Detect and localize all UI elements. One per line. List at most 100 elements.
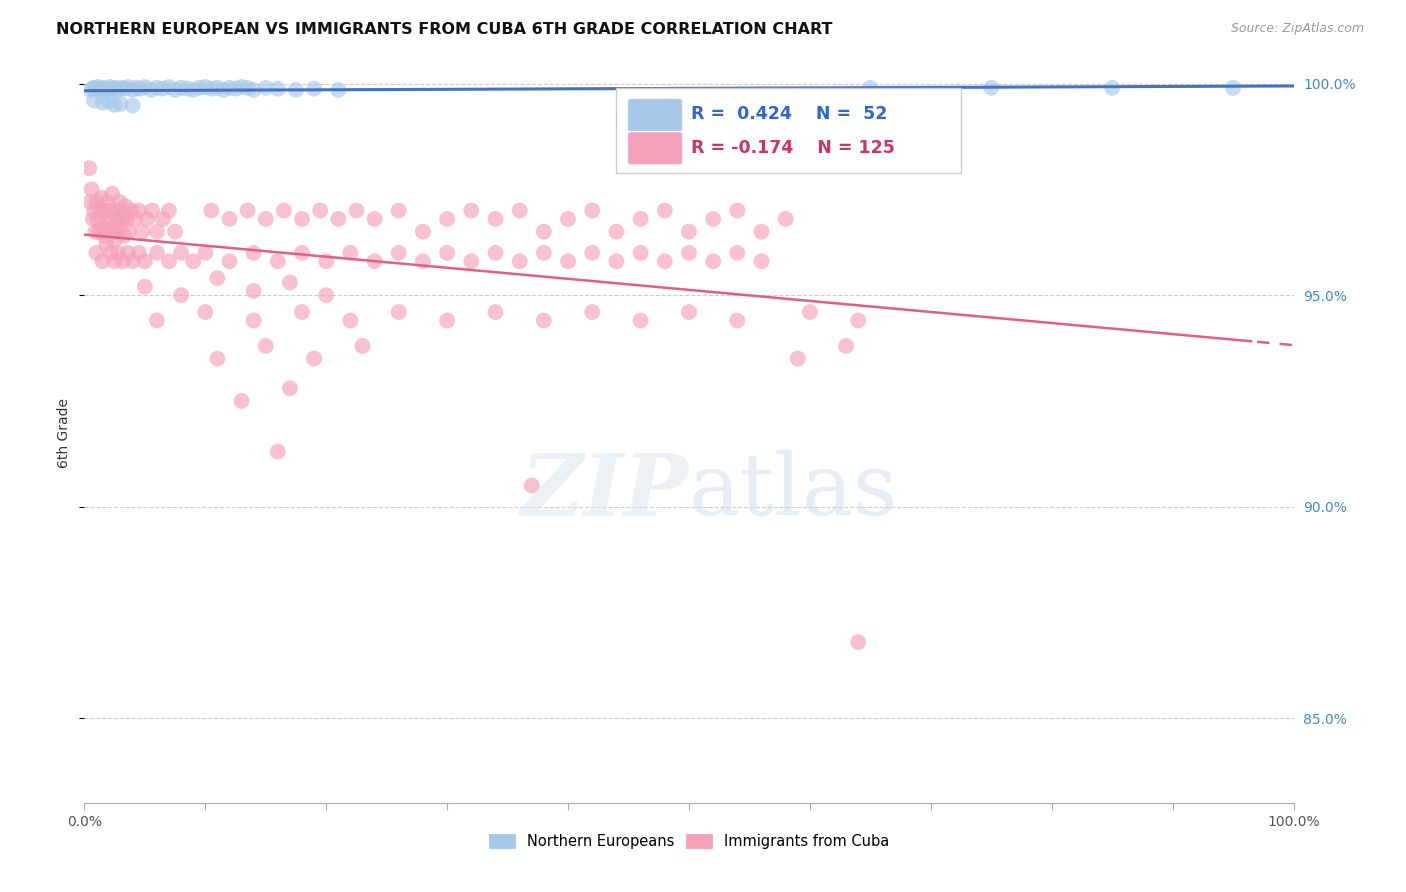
- Point: [291, 211, 314, 226]
- Point: [302, 81, 325, 95]
- Point: [315, 254, 337, 268]
- Point: [678, 305, 700, 319]
- Point: [104, 203, 127, 218]
- Point: [152, 81, 174, 95]
- Point: [128, 245, 150, 260]
- Point: [200, 81, 222, 95]
- Point: [93, 203, 115, 218]
- Point: [114, 199, 136, 213]
- Point: [509, 254, 531, 268]
- Point: [363, 254, 385, 268]
- Point: [254, 80, 277, 95]
- Point: [725, 245, 748, 260]
- Point: [533, 313, 555, 327]
- Point: [101, 186, 124, 201]
- Point: [775, 211, 797, 226]
- Point: [1222, 80, 1244, 95]
- Point: [98, 80, 121, 95]
- Point: [231, 393, 253, 408]
- Point: [111, 203, 134, 218]
- Point: [87, 225, 110, 239]
- Point: [128, 203, 150, 218]
- Point: [170, 288, 193, 302]
- Point: [388, 245, 411, 260]
- Point: [89, 83, 111, 97]
- Text: ZIP: ZIP: [522, 450, 689, 533]
- Legend: Northern Europeans, Immigrants from Cuba: Northern Europeans, Immigrants from Cuba: [484, 828, 894, 855]
- Point: [225, 81, 247, 95]
- Point: [121, 83, 143, 97]
- Point: [799, 305, 821, 319]
- Point: [346, 203, 368, 218]
- Point: [315, 288, 337, 302]
- Point: [134, 80, 156, 95]
- Point: [110, 220, 132, 235]
- Point: [141, 203, 163, 218]
- Point: [80, 182, 103, 196]
- Point: [388, 305, 411, 319]
- Point: [835, 339, 858, 353]
- Point: [702, 254, 724, 268]
- Point: [108, 195, 131, 210]
- Point: [104, 254, 127, 268]
- Point: [194, 245, 217, 260]
- Point: [94, 81, 117, 95]
- Point: [97, 225, 120, 239]
- Point: [436, 245, 458, 260]
- Point: [115, 211, 138, 226]
- Point: [110, 96, 132, 111]
- Point: [412, 254, 434, 268]
- Point: [134, 254, 156, 268]
- Point: [725, 313, 748, 327]
- Point: [218, 80, 240, 95]
- Point: [339, 245, 361, 260]
- Point: [254, 339, 277, 353]
- Point: [134, 279, 156, 293]
- Point: [846, 313, 869, 327]
- Point: [90, 191, 112, 205]
- Point: [146, 313, 169, 327]
- Point: [82, 211, 104, 226]
- Point: [82, 80, 104, 95]
- Point: [786, 351, 808, 366]
- Point: [146, 225, 169, 239]
- Point: [94, 211, 117, 226]
- Point: [170, 80, 193, 95]
- Point: [751, 254, 773, 268]
- Point: [188, 80, 211, 95]
- Point: [117, 245, 139, 260]
- Text: NORTHERN EUROPEAN VS IMMIGRANTS FROM CUBA 6TH GRADE CORRELATION CHART: NORTHERN EUROPEAN VS IMMIGRANTS FROM CUB…: [56, 22, 832, 37]
- Point: [460, 203, 482, 218]
- Point: [678, 245, 700, 260]
- Point: [630, 211, 652, 226]
- Point: [291, 305, 314, 319]
- Point: [83, 203, 105, 218]
- FancyBboxPatch shape: [628, 99, 682, 130]
- Point: [152, 211, 174, 226]
- Point: [278, 381, 301, 395]
- Point: [91, 80, 114, 95]
- Point: [309, 203, 332, 218]
- Point: [363, 211, 385, 226]
- Point: [484, 305, 506, 319]
- Point: [267, 81, 290, 95]
- Text: Source: ZipAtlas.com: Source: ZipAtlas.com: [1230, 22, 1364, 36]
- Point: [678, 225, 700, 239]
- Point: [146, 245, 169, 260]
- Point: [136, 211, 159, 226]
- Point: [339, 313, 361, 327]
- Point: [84, 81, 107, 95]
- Point: [207, 271, 229, 285]
- Point: [112, 228, 135, 243]
- Point: [436, 313, 458, 327]
- Point: [533, 225, 555, 239]
- Point: [207, 351, 229, 366]
- Point: [86, 80, 108, 95]
- Point: [104, 233, 127, 247]
- Point: [630, 313, 652, 327]
- Point: [117, 80, 139, 95]
- Point: [105, 83, 128, 97]
- Point: [94, 228, 117, 243]
- Point: [86, 245, 108, 260]
- Point: [725, 203, 748, 218]
